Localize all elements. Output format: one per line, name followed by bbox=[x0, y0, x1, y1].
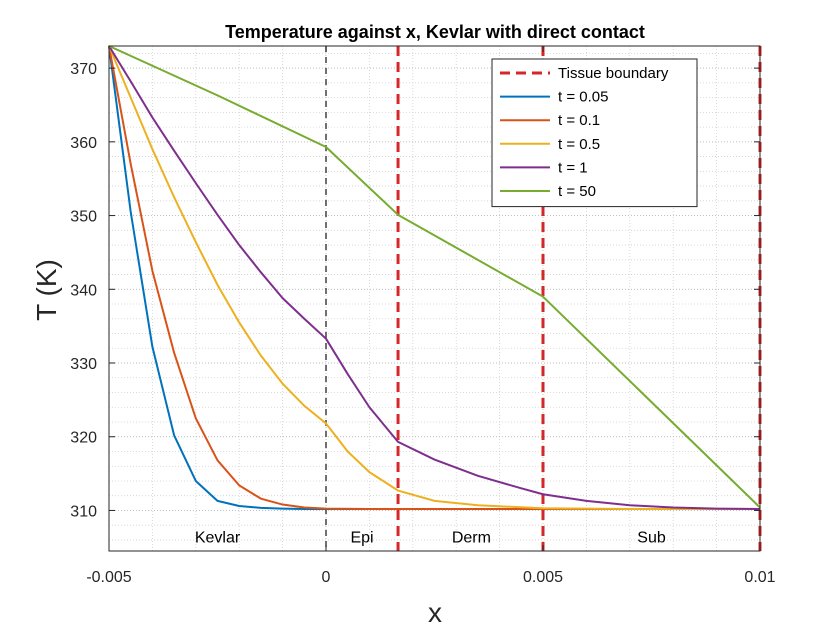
y-tick-label: 320 bbox=[70, 430, 97, 447]
y-tick-label: 350 bbox=[70, 209, 97, 226]
legend-entry-label: t = 50 bbox=[558, 183, 596, 200]
series-lines bbox=[108, 45, 761, 510]
region-label-sub: Sub bbox=[637, 529, 666, 546]
region-label-derm: Derm bbox=[452, 529, 491, 546]
y-tick-label: 310 bbox=[70, 503, 97, 520]
y-tick-label: 360 bbox=[70, 135, 97, 152]
chart-title: Temperature against x, Kevlar with direc… bbox=[225, 22, 645, 42]
legend-entry-label: t = 0.1 bbox=[558, 112, 600, 129]
legend-box bbox=[491, 58, 698, 208]
x-axis-label: x bbox=[428, 597, 442, 628]
y-tick-label: 330 bbox=[70, 356, 97, 373]
x-tick-label: -0.005 bbox=[86, 569, 131, 586]
axis-ticks bbox=[108, 46, 761, 551]
legend-entry-label: t = 0.5 bbox=[558, 136, 600, 153]
region-label-epi: Epi bbox=[350, 529, 373, 546]
series-line-t-0-5 bbox=[108, 45, 760, 510]
y-axis-label: T (K) bbox=[31, 259, 62, 321]
legend: Tissue boundary t = 0.05 t = 0.1 t = 0.5 t =… bbox=[491, 58, 698, 208]
series-line-t-1 bbox=[108, 45, 761, 510]
y-tick-label: 370 bbox=[70, 61, 97, 78]
x-tick-label: 0 bbox=[322, 569, 331, 586]
region-labels: Kevlar Epi Derm Sub bbox=[195, 529, 666, 546]
axis-tick-labels: -0.005 0 0.005 0.01 310 320 330 340 350 360 370 bbox=[70, 61, 775, 586]
legend-entry-label: t = 1 bbox=[558, 159, 588, 176]
legend-entry-label: Tissue boundary bbox=[558, 65, 669, 82]
legend-entry-label: t = 0.05 bbox=[558, 89, 608, 106]
series-line-t-50 bbox=[108, 45, 761, 509]
y-tick-label: 340 bbox=[70, 282, 97, 299]
plot-frame bbox=[108, 45, 761, 552]
region-label-kevlar: Kevlar bbox=[195, 529, 241, 546]
x-tick-label: 0.01 bbox=[744, 569, 775, 586]
x-tick-label: 0.005 bbox=[523, 569, 563, 586]
